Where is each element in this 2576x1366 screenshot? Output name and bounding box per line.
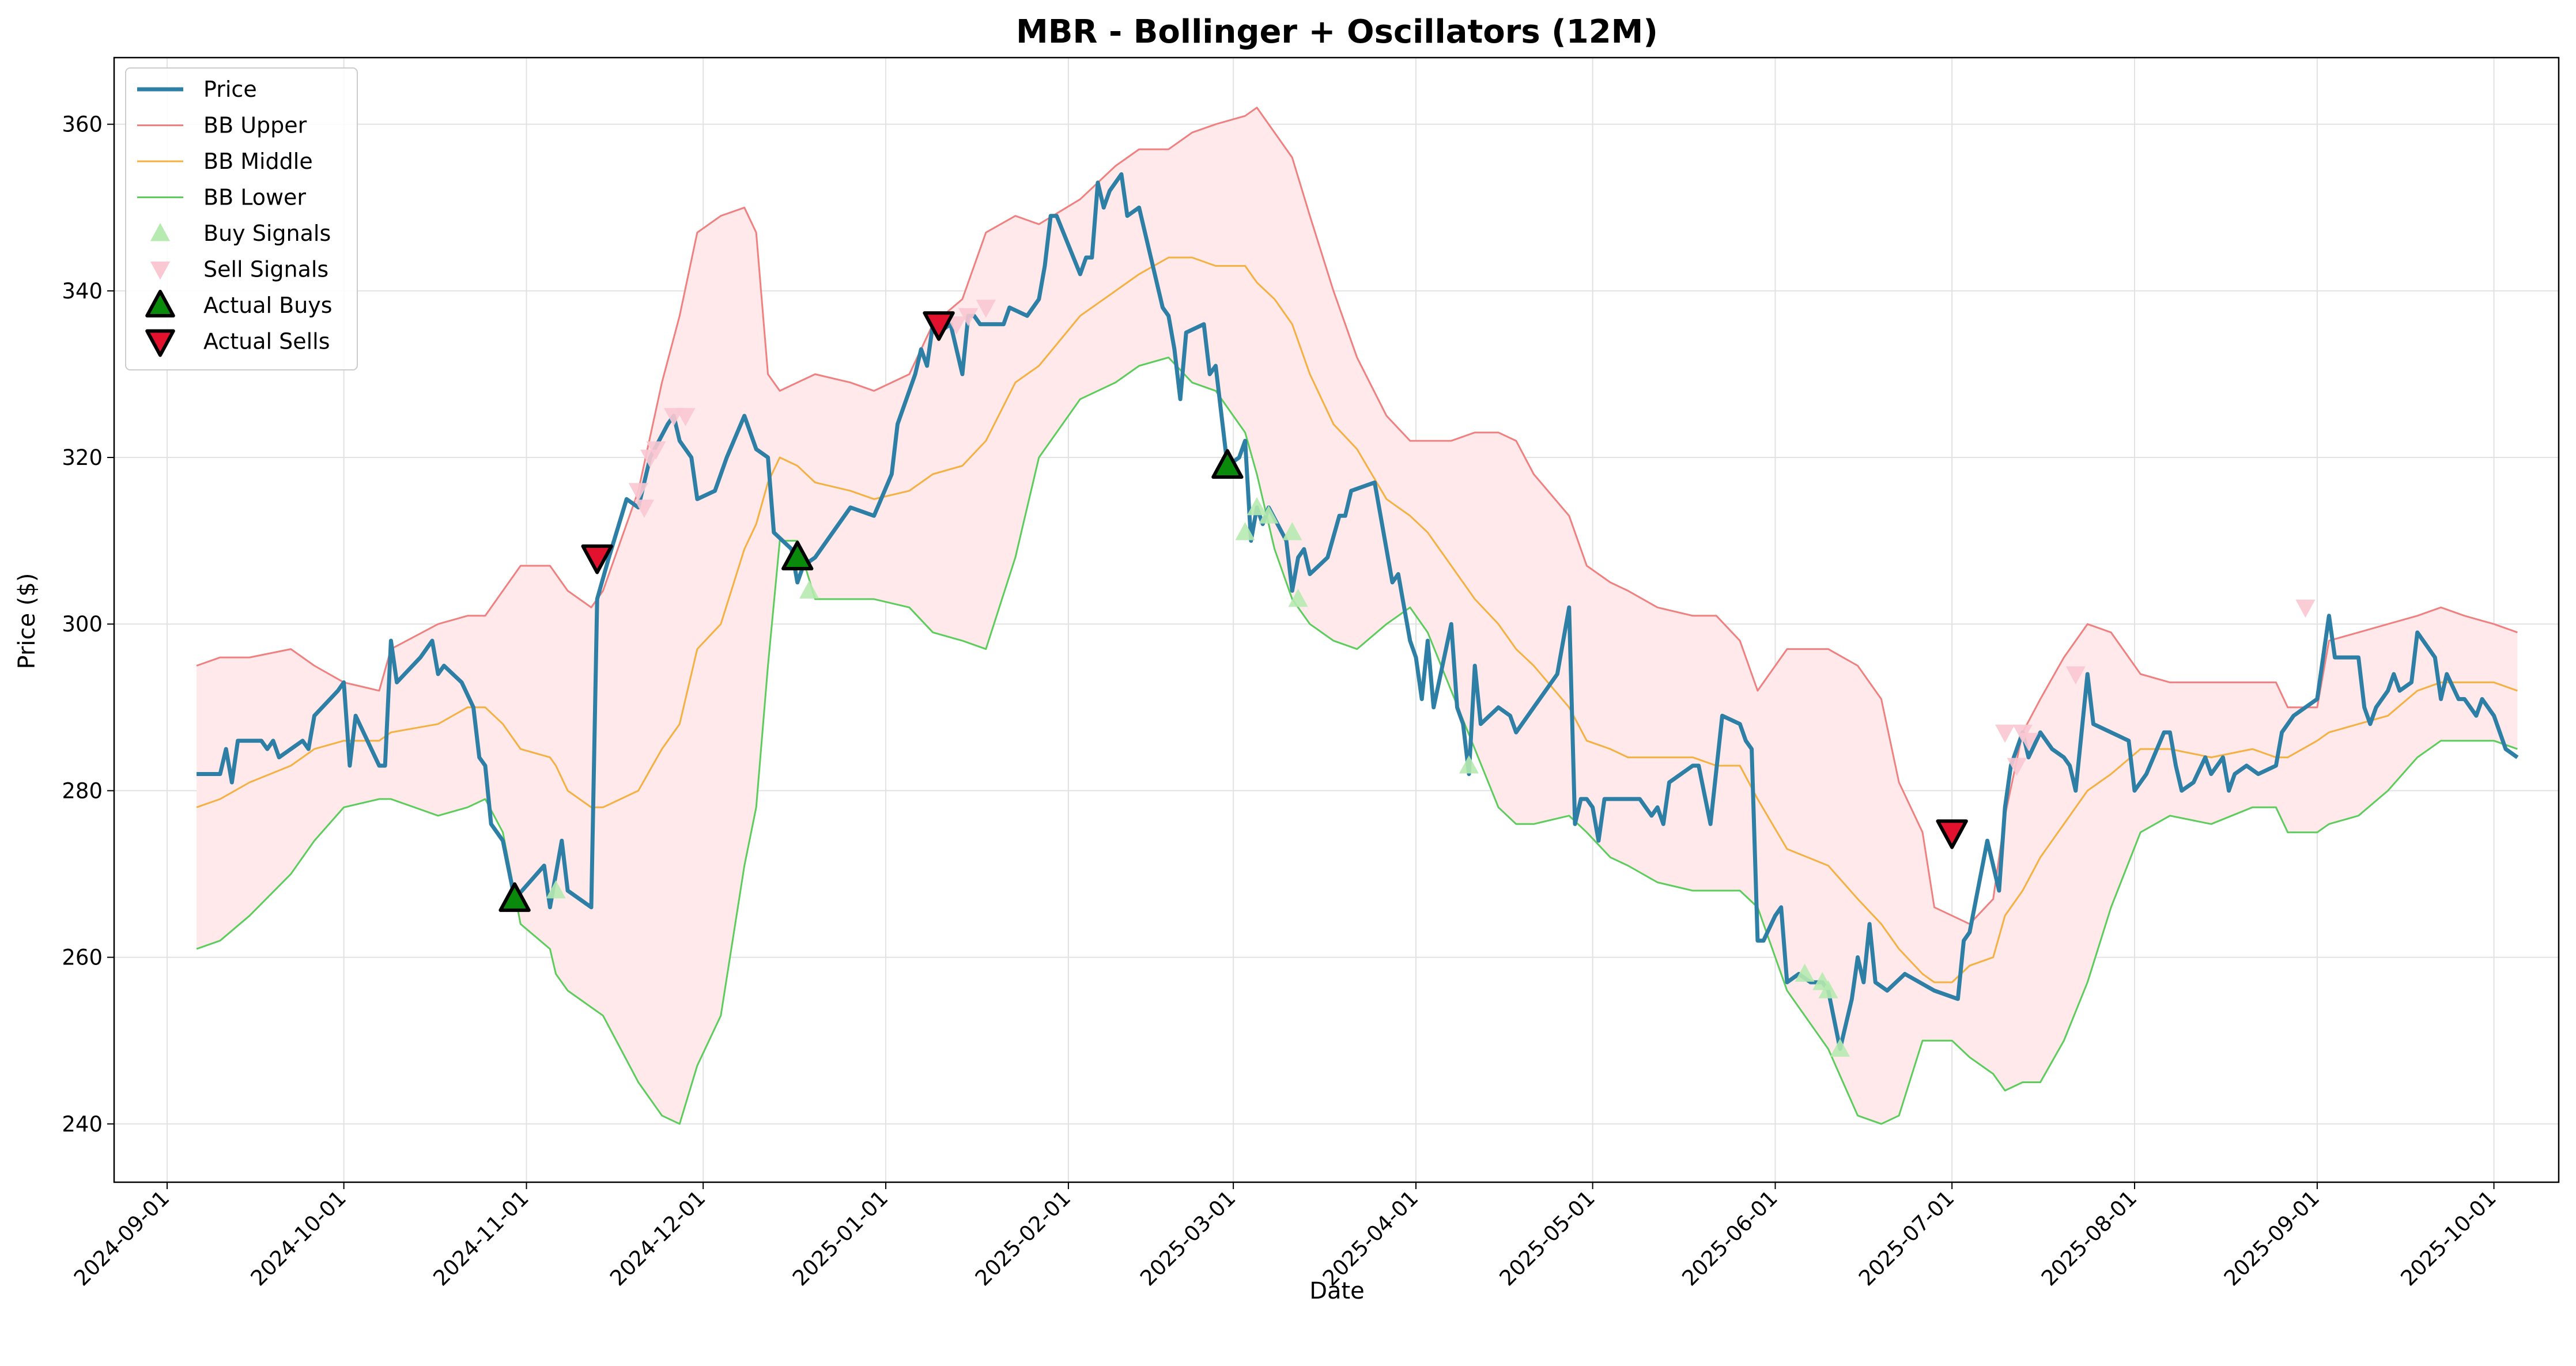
sell-signal-marker [1995, 724, 2015, 743]
actual-sell-marker [1936, 819, 1968, 849]
x-tick-label: 2025-02-01 [970, 1186, 1075, 1291]
actual-buy-marker [1211, 449, 1244, 479]
legend-label: Actual Buys [203, 293, 333, 318]
y-tick-label: 240 [62, 1112, 103, 1137]
x-tick-label: 2024-12-01 [605, 1186, 710, 1291]
buy-signal-marker [1235, 522, 1255, 540]
legend-label: Sell Signals [203, 257, 328, 282]
bb-lower-legend: BB Lower [137, 185, 306, 210]
buy-signal-marker [1247, 497, 1267, 516]
price-line [197, 172, 2519, 1051]
actual-buys-legend: Actual Buys [145, 290, 333, 318]
x-tick-label: 2025-01-01 [788, 1186, 893, 1291]
legend-label: BB Lower [203, 185, 306, 210]
x-tick-label: 2025-07-01 [1854, 1186, 1959, 1291]
legend-swatch [150, 262, 171, 280]
actual-buy-marker [498, 882, 531, 912]
legend-label: BB Middle [203, 149, 313, 174]
y-axis-ticks: 240 260 280 300 320 340 360 [62, 112, 114, 1137]
x-tick-label: 2025-08-01 [2037, 1186, 2141, 1291]
sell-signals-legend: Sell Signals [150, 257, 328, 282]
x-tick-label: 2024-09-01 [69, 1186, 174, 1291]
buy-signal-marker [1259, 505, 1279, 524]
x-tick-label: 2025-10-01 [2396, 1186, 2501, 1291]
x-tick-label: 2025-09-01 [2219, 1186, 2324, 1291]
y-tick-label: 300 [62, 612, 103, 637]
buy-signal-marker [1818, 980, 1838, 998]
sell-signal-marker [628, 483, 648, 501]
chart-title: MBR - Bollinger + Oscillators (12M) [1016, 13, 1658, 51]
bb-upper-line [196, 107, 2518, 925]
legend-swatch [145, 329, 175, 357]
buy-signal-marker [1830, 1038, 1850, 1057]
plot-frame [113, 56, 2560, 1183]
buy-signal-marker [1459, 755, 1479, 774]
x-tick-label: 2025-05-01 [1495, 1186, 1600, 1291]
x-tick-label: 2025-06-01 [1677, 1186, 1782, 1291]
legend-label: Actual Sells [203, 329, 330, 354]
y-axis-label: Price ($) [14, 573, 40, 669]
sell-signal-marker [2007, 758, 2027, 777]
buy-signals-legend: Buy Signals [150, 221, 331, 246]
price-legend: Price [137, 77, 257, 102]
sell-signal-marker [634, 500, 655, 518]
sell-signal-marker [646, 441, 666, 460]
legend-label: Price [203, 77, 257, 102]
legend-swatch [150, 223, 171, 241]
signal-markers [498, 300, 2316, 1057]
sell-signal-marker [2065, 666, 2086, 684]
sell-signal-marker [2018, 733, 2039, 751]
legend-label: BB Upper [203, 113, 307, 138]
bb-upper-legend: BB Upper [137, 113, 307, 138]
buy-signal-marker [1795, 963, 1815, 982]
actual-sell-marker [923, 311, 955, 341]
x-axis-label: Date [1309, 1278, 1365, 1304]
x-tick-label: 2024-11-01 [428, 1186, 533, 1291]
legend-swatch [145, 290, 175, 317]
bollinger-band-fill [197, 107, 2518, 1124]
legend-label: Buy Signals [203, 221, 331, 246]
bb-middle-legend: BB Middle [137, 149, 313, 174]
actual-sells-legend: Actual Sells [145, 329, 330, 357]
x-tick-label: 2025-04-01 [1318, 1186, 1423, 1291]
buy-signal-marker [1288, 588, 1308, 607]
x-tick-label: 2025-03-01 [1135, 1186, 1240, 1291]
legend: Price BB Upper BB Middle BB Lower Buy Signal… [125, 67, 358, 370]
legend-box [125, 67, 358, 370]
buy-signal-marker [1282, 522, 1302, 540]
sell-signal-marker [946, 316, 966, 335]
bb-lower-line [196, 357, 2518, 1125]
actual-buy-marker [781, 540, 814, 571]
x-axis-ticks: 2024-09-01 2024-10-01 2024-11-01 2024-12-01… [69, 1182, 2501, 1291]
sell-signal-marker [976, 300, 996, 318]
buy-signal-marker [799, 580, 819, 599]
y-tick-label: 340 [62, 279, 103, 304]
sell-signal-marker [2295, 599, 2316, 618]
sell-signal-marker [675, 408, 696, 426]
x-tick-label: 2024-10-01 [246, 1186, 351, 1291]
y-tick-label: 260 [62, 945, 103, 970]
sell-signal-marker [958, 308, 979, 327]
buy-signal-marker [546, 880, 566, 899]
y-tick-label: 320 [62, 445, 103, 470]
y-tick-label: 280 [62, 778, 103, 803]
y-tick-label: 360 [62, 112, 103, 137]
actual-sell-marker [581, 544, 613, 574]
